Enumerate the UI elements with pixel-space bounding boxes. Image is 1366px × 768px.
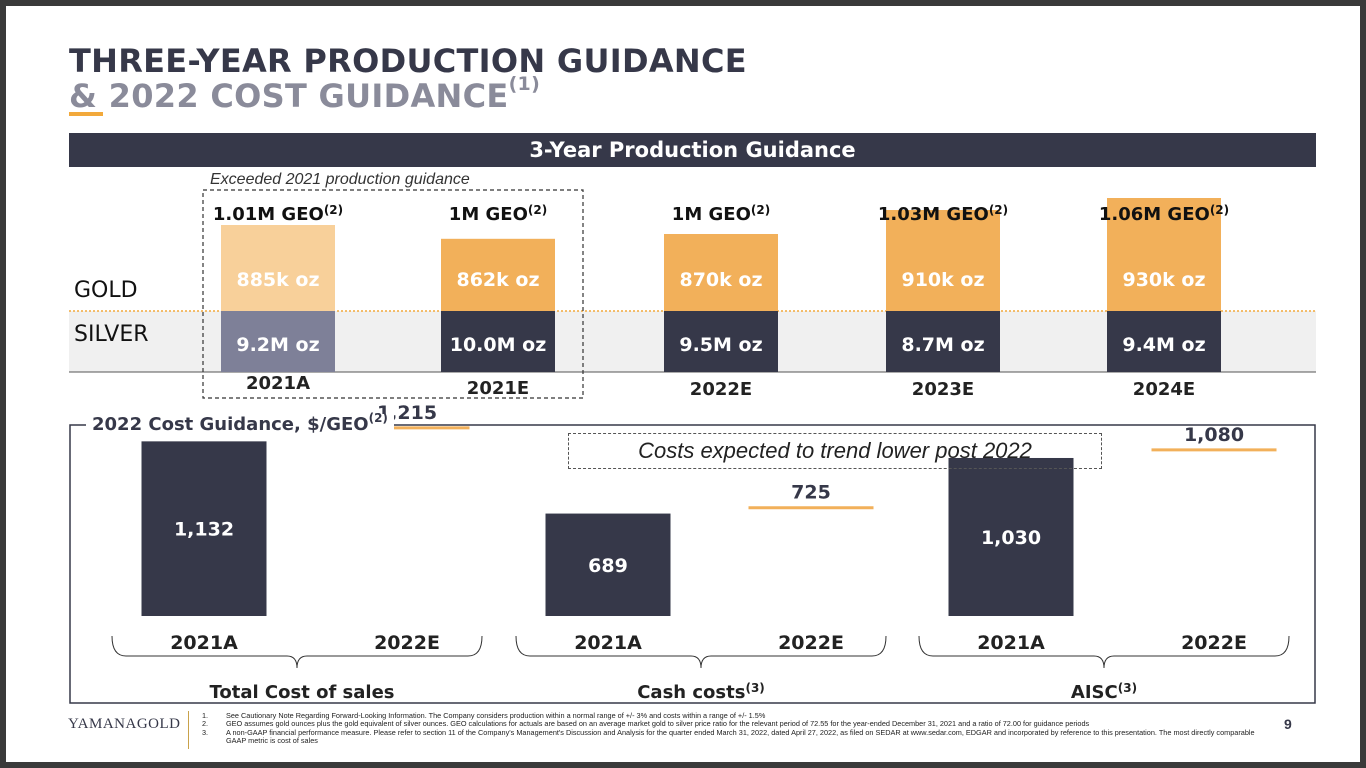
row-label-silver: SILVER	[74, 322, 149, 347]
cost-bar-2021a	[948, 457, 1074, 616]
gold-bar-label: 870k oz	[679, 269, 762, 291]
cost-guidance-value-label: 725	[791, 482, 831, 504]
row-label-gold: GOLD	[74, 278, 138, 303]
year-category-label: 2024E	[1133, 379, 1195, 400]
cost-bar-value-label: 689	[588, 555, 628, 577]
cost-category-label: 2021A	[977, 632, 1045, 654]
silver-bar-label: 9.2M oz	[236, 334, 319, 356]
cost-bar-2021a	[141, 441, 267, 616]
silver-bar	[1107, 311, 1221, 372]
footnotes: 1. See Cautionary Note Regarding Forward-…	[202, 711, 1262, 746]
silver-bar	[221, 311, 335, 372]
gold-bar-label: 885k oz	[236, 269, 319, 291]
gold-bar	[221, 225, 335, 311]
gold-bar-label: 930k oz	[1122, 269, 1205, 291]
footnote-2: 2. GEO assumes gold ounces plus the gold …	[202, 719, 1090, 729]
gold-bar-label: 862k oz	[456, 269, 539, 291]
gold-bar	[886, 210, 1000, 311]
geo-total-label: 1.01M GEO(2)	[213, 203, 343, 225]
cost-category-label: 2022E	[778, 632, 844, 654]
exceeded-guidance-box	[202, 189, 584, 399]
page-number: 9	[1284, 716, 1292, 732]
production-banner: 3-Year Production Guidance	[69, 133, 1316, 167]
title-accent-underline	[69, 112, 103, 116]
gold-bar	[441, 238, 555, 311]
silver-bar	[441, 311, 555, 372]
geo-total-label: 1M GEO(2)	[449, 203, 547, 225]
cost-category-label: 2022E	[1181, 632, 1247, 654]
geo-total-label: 1M GEO(2)	[672, 203, 770, 225]
cost-category-label: 2021A	[574, 632, 642, 654]
page-subtitle: & 2022 COST GUIDANCE(1)	[69, 73, 540, 115]
cost-group-label: Total Cost of sales	[209, 682, 394, 703]
footnote-1: 1. See Cautionary Note Regarding Forward-…	[202, 711, 766, 720]
exceeded-guidance-note: Exceeded 2021 production guidance	[210, 171, 470, 188]
silver-bar-label: 9.4M oz	[1122, 334, 1205, 356]
group-brace	[918, 635, 1290, 669]
subtitle-text: & 2022 COST GUIDANCE	[69, 77, 509, 115]
trend-annotation: Costs expected to trend lower post 2022	[568, 433, 1102, 469]
cost-bar-2021a	[545, 513, 671, 616]
gold-bar	[1107, 198, 1221, 311]
silver-bar	[886, 311, 1000, 372]
year-category-label: 2021A	[246, 373, 310, 394]
production-chart: 885k oz 9.2M oz 1.01M GEO(2) 2021A 862k oz 10…	[69, 189, 1316, 400]
cost-bar-value-label: 1,030	[981, 527, 1041, 549]
cost-guidance-title: 2022 Cost Guidance, $/GEO(2)	[86, 411, 394, 435]
cost-panel-border	[69, 424, 1316, 704]
yamana-gold-logo: YAMANAGOLD	[68, 716, 181, 732]
gold-bar-label: 910k oz	[901, 269, 984, 291]
group-brace	[111, 635, 483, 669]
cost-guidance-value-label: 1,080	[1184, 424, 1244, 446]
cost-category-label: 2021A	[170, 632, 238, 654]
footnote-3: 3. A non-GAAP financial performance measu…	[202, 727, 1255, 746]
page-title: THREE-YEAR PRODUCTION GUIDANCE	[69, 42, 747, 80]
year-category-label: 2023E	[912, 379, 974, 400]
silver-bar-label: 9.5M oz	[679, 334, 762, 356]
silver-bar	[664, 311, 778, 372]
slide: THREE-YEAR PRODUCTION GUIDANCE & 2022 CO…	[6, 6, 1360, 762]
geo-total-label: 1.03M GEO(2)	[878, 203, 1008, 225]
cost-bar-value-label: 1,132	[174, 519, 234, 541]
cost-title-footnote-ref: (2)	[368, 411, 388, 425]
silver-bar-label: 8.7M oz	[901, 334, 984, 356]
footer-divider	[188, 711, 189, 749]
cost-group-label: AISC(3)	[1071, 681, 1137, 703]
geo-total-label: 1.06M GEO(2)	[1099, 203, 1229, 225]
year-category-label: 2021E	[467, 378, 529, 399]
cost-category-label: 2022E	[374, 632, 440, 654]
gold-bar	[664, 234, 778, 311]
year-category-label: 2022E	[690, 379, 752, 400]
group-brace	[515, 635, 887, 669]
cost-title-text: 2022 Cost Guidance, $/GEO	[92, 414, 369, 435]
silver-bar-label: 10.0M oz	[450, 334, 547, 356]
subtitle-footnote-ref: (1)	[508, 73, 541, 95]
cost-group-label: Cash costs(3)	[637, 681, 765, 703]
